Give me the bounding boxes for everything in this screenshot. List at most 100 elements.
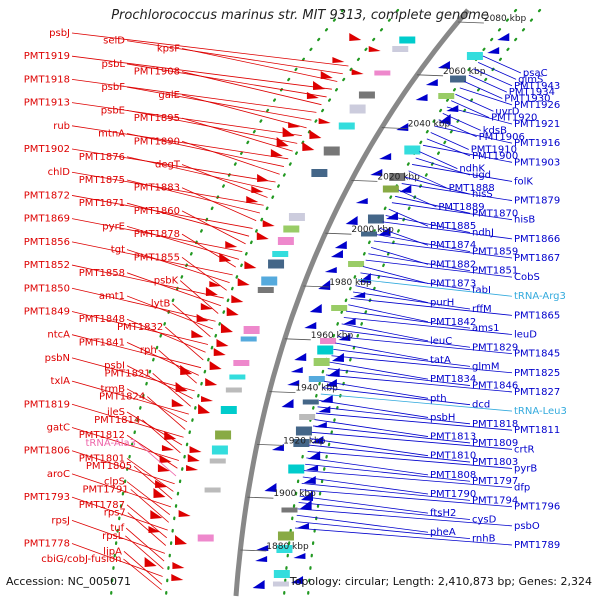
- gene-arrow-forward: [198, 404, 211, 414]
- feature-block: [358, 91, 375, 99]
- feature-block: [331, 305, 348, 311]
- gene-label: PMT1903: [514, 157, 560, 168]
- scale-label: 2040 kbp: [408, 120, 451, 130]
- gene-arrow-forward: [220, 323, 233, 333]
- gene-label: psbE: [101, 105, 125, 116]
- gene-arrow-reverse: [370, 169, 383, 176]
- gene-label: PMT1872: [24, 190, 70, 201]
- gene-label: PMT1818: [472, 419, 518, 430]
- leader-line: [299, 495, 429, 514]
- gene-label: PMT1829: [472, 342, 518, 353]
- gene-arrow-reverse: [379, 153, 392, 160]
- leader-line: [455, 93, 494, 112]
- gene-arrow-forward: [189, 446, 202, 453]
- gene-arrow-forward: [276, 137, 289, 147]
- gene-arrow-forward: [144, 557, 157, 567]
- gene-arrow-forward: [161, 445, 174, 451]
- leader-line: [311, 431, 513, 450]
- gene-label: rph: [140, 345, 157, 356]
- scale-tick: [351, 180, 378, 182]
- gene-arrow-reverse: [343, 318, 356, 325]
- gene-label: PMT1852: [24, 260, 70, 271]
- gene-arrow-forward: [219, 253, 232, 262]
- gene-label: PMT1793: [24, 492, 70, 503]
- leader-line: [126, 318, 206, 353]
- scale-label: 1960 kbp: [311, 331, 354, 341]
- gene-label: rnhB: [472, 534, 496, 545]
- gene-arrow-reverse: [355, 198, 368, 204]
- gene-label: rub: [53, 121, 70, 132]
- gene-arrow-forward: [306, 92, 319, 99]
- scale-label: 1980 kbp: [329, 278, 372, 288]
- gene-label: ugd: [472, 170, 491, 181]
- gene-label: tatA: [430, 355, 451, 366]
- gene-label: PMT1943: [514, 81, 560, 92]
- feature-block: [272, 251, 289, 257]
- leader-line: [322, 387, 471, 406]
- leader-line: [126, 63, 327, 98]
- gene-label: ndhK: [459, 164, 485, 175]
- gene-label: leuC: [430, 336, 452, 347]
- gene-label: ntcA: [47, 330, 70, 341]
- feature-block: [308, 376, 325, 382]
- gene-label: PMT1778: [24, 539, 70, 550]
- gene-arrow-reverse: [327, 368, 340, 377]
- gene-arrow-forward: [172, 562, 185, 569]
- gene-label: tRNA-Leu3: [514, 406, 567, 417]
- feature-block: [374, 70, 391, 76]
- gene-arrow-forward: [205, 378, 218, 386]
- leader-line: [71, 543, 163, 577]
- gene-arrow-forward: [313, 81, 326, 90]
- leader-line: [181, 233, 236, 268]
- scale-label: 2080 kbp: [484, 14, 527, 24]
- gene-arrow-reverse: [378, 227, 391, 236]
- leader-line: [71, 32, 349, 67]
- gene-label: folK: [514, 176, 533, 187]
- gene-label: psaC: [523, 68, 548, 79]
- gene-label: fabI: [472, 285, 491, 296]
- gene-label: glmM: [472, 361, 500, 372]
- leader-line: [71, 427, 179, 461]
- gene-label: PMT1930: [504, 94, 550, 105]
- gene-arrow-forward: [171, 574, 184, 581]
- gene-label: uvrD: [495, 106, 519, 117]
- feature-block: [277, 237, 294, 245]
- scale-label: 1920 kbp: [283, 436, 326, 446]
- feature-block: [338, 122, 355, 130]
- gene-label: trmB: [101, 384, 126, 395]
- leader-line: [430, 132, 469, 150]
- dotted-ring-2: [282, 8, 518, 598]
- scale-tick: [303, 285, 330, 288]
- scale-label: 1900 kbp: [273, 489, 316, 499]
- leader-line: [133, 465, 173, 500]
- gene-label: pheA: [430, 527, 456, 538]
- gene-arrow-reverse: [299, 500, 312, 510]
- gene-label: PMT1790: [430, 489, 476, 500]
- feature-block: [288, 464, 305, 474]
- feature-block: [243, 326, 260, 334]
- leader-line: [450, 100, 490, 119]
- gene-label: PMT1803: [472, 457, 518, 468]
- leader-line: [181, 71, 322, 106]
- leader-line: [295, 521, 471, 540]
- feature-block: [281, 507, 298, 513]
- leader-line: [71, 79, 317, 113]
- leader-line: [125, 535, 164, 570]
- feature-block: [268, 259, 285, 269]
- gene-arrow-forward: [209, 361, 222, 370]
- leader-line: [126, 272, 222, 307]
- leader-line: [362, 266, 429, 284]
- gene-arrow-forward: [187, 454, 200, 462]
- feature-block: [288, 213, 305, 221]
- scale-label: 2000 kbp: [351, 225, 394, 235]
- leader-line: [442, 113, 481, 131]
- gene-label: mtnA: [98, 129, 125, 140]
- dotted-ring-1: [164, 8, 400, 598]
- gene-label: PMT1813: [430, 432, 476, 443]
- gene-arrow-reverse: [385, 212, 398, 220]
- leader-line: [126, 156, 272, 191]
- gene-label: leuD: [514, 330, 537, 341]
- gene-arrow-reverse: [487, 47, 500, 54]
- gene-label: PMT1797: [472, 476, 518, 487]
- leader-line: [352, 291, 471, 310]
